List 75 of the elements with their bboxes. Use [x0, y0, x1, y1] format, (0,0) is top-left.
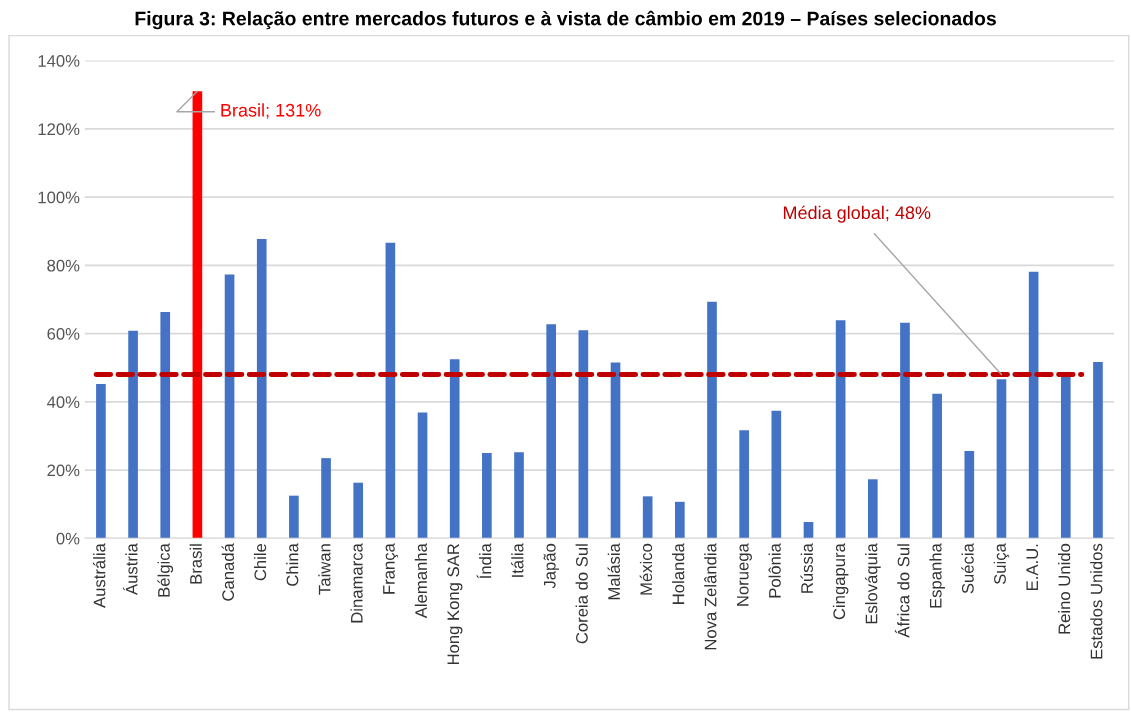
bar — [642, 496, 653, 539]
bar — [932, 393, 942, 539]
bar — [803, 521, 814, 539]
x-tick-label: China — [286, 543, 299, 586]
x-tick-label: Suécia — [961, 543, 974, 594]
bar — [353, 482, 364, 539]
y-tick-label: 20% — [47, 464, 80, 477]
x-tick-label: Taiwan — [318, 544, 331, 595]
bar — [578, 330, 589, 539]
bar — [224, 274, 235, 539]
x-tick-label: Itália — [511, 543, 524, 577]
x-tick-label: Polônia — [768, 543, 781, 598]
x-tick-label: Noruega — [737, 543, 752, 606]
bar — [1093, 361, 1103, 539]
bar — [96, 384, 106, 539]
x-tick-label: Reino Unido — [1058, 543, 1071, 634]
x-tick-label: Austrália — [92, 543, 106, 608]
bar — [546, 324, 557, 539]
x-tick-label: Malásia — [607, 543, 620, 600]
bar — [321, 458, 331, 539]
bar — [996, 379, 1007, 539]
x-tick-label: Índia — [476, 543, 492, 579]
x-tick-label: Áustria — [122, 543, 138, 596]
x-tick-label: Coreia do Sul — [575, 544, 588, 644]
bar — [1060, 376, 1071, 539]
bar — [900, 322, 910, 539]
x-tick-label: Eslováquia — [864, 543, 881, 624]
x-tick-label: Hong Kong SAR — [447, 543, 463, 665]
bar — [771, 410, 782, 539]
x-tick-label: Estados Unidos — [1090, 543, 1103, 659]
bar — [449, 359, 460, 539]
bar — [707, 301, 717, 539]
bar — [128, 330, 138, 539]
bar — [482, 453, 492, 539]
bar — [675, 501, 685, 539]
x-tick-label: Cingapura — [832, 543, 849, 620]
y-tick-label: 80% — [47, 259, 80, 272]
bar — [160, 312, 171, 539]
x-tick-label: África do Sul — [894, 544, 910, 638]
bar — [867, 479, 878, 539]
x-tick-label: Nova Zelândia — [704, 543, 717, 650]
x-tick-label: Dinamarca — [350, 543, 363, 623]
y-tick-label: 120% — [38, 123, 80, 136]
x-tick-label: Japão — [543, 543, 559, 589]
x-tick-label: Alemanha — [414, 543, 428, 619]
x-tick-label: E.A.U. — [1026, 544, 1039, 590]
bar — [385, 242, 396, 539]
bar — [610, 362, 621, 539]
annotation: Brasil; 131% — [221, 103, 321, 119]
y-tick-label: 40% — [46, 396, 80, 409]
ref-line-label: Média global; 48% — [783, 205, 931, 223]
x-tick-label: Bélgica — [157, 543, 174, 597]
y-tick-label: 0% — [56, 532, 80, 545]
x-tick-label: Chile — [253, 543, 267, 581]
y-tick-label: 60% — [47, 327, 80, 340]
x-tick-label: Holanda — [672, 543, 685, 604]
bar — [1028, 271, 1039, 539]
y-tick-label: 100% — [38, 191, 80, 204]
x-tick-label: Canadá — [221, 543, 235, 601]
bar — [514, 452, 524, 539]
bar — [192, 91, 203, 539]
bar — [256, 239, 267, 539]
y-tick-label: 140% — [38, 55, 80, 67]
x-tick-label: Brasil — [189, 544, 202, 584]
bar — [739, 430, 749, 539]
x-tick-label: Suiça — [993, 543, 1010, 585]
bar — [289, 495, 299, 539]
bar — [835, 320, 846, 539]
bar — [417, 412, 428, 539]
x-tick-label: Rússia — [800, 543, 813, 593]
bar — [964, 450, 975, 539]
chart-title: Figura 3: Relação entre mercados futuros e à vista de câmbio em 2019 – Países selecionados — [135, 10, 996, 30]
x-tick-label: França — [383, 543, 399, 594]
x-tick-label: Espanha — [929, 543, 945, 608]
x-tick-label: México — [639, 543, 653, 595]
